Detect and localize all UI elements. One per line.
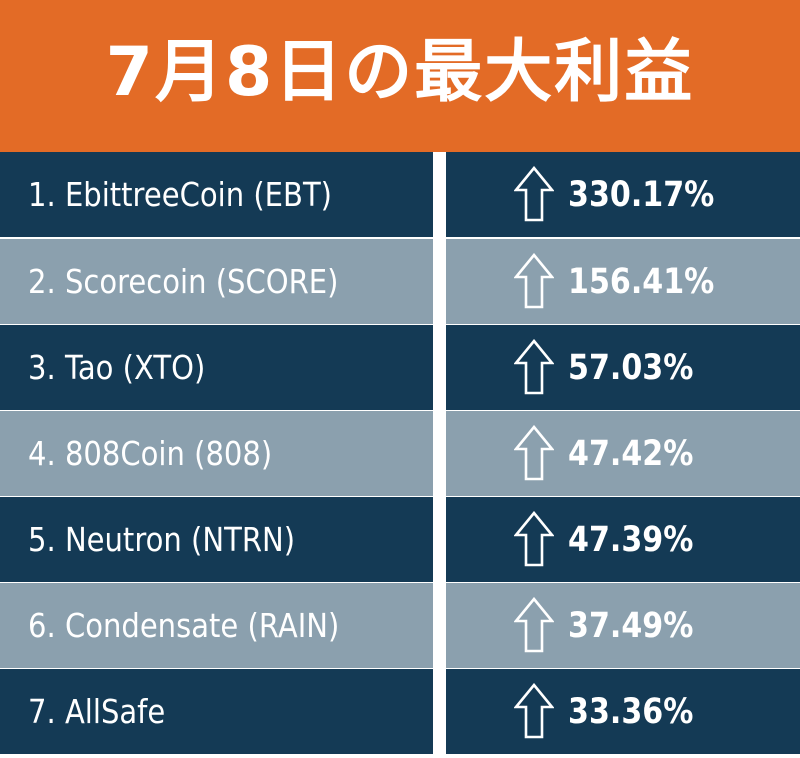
change-cell: 156.41% xyxy=(446,239,800,324)
change-percent: 47.39% xyxy=(568,519,694,560)
coin-name: 5. Neutron (NTRN) xyxy=(28,520,296,559)
coin-name: 2. Scorecoin (SCORE) xyxy=(28,262,339,301)
table-row: 1. EbittreeCoin (EBT) 330.17% xyxy=(0,152,800,237)
gainers-table: 1. EbittreeCoin (EBT) 330.17% 2. Scoreco… xyxy=(0,152,800,758)
change-cell: 47.42% xyxy=(446,411,800,496)
coin-name: 4. 808Coin (808) xyxy=(28,434,273,473)
header-banner: 7月8日の最大利益 xyxy=(0,0,800,152)
coin-name: 6. Condensate (RAIN) xyxy=(28,606,340,645)
change-cell: 33.36% xyxy=(446,669,800,754)
change-percent: 156.41% xyxy=(568,261,715,302)
coin-name-cell: 5. Neutron (NTRN) xyxy=(0,497,433,582)
coin-name-cell: 4. 808Coin (808) xyxy=(0,411,433,496)
coin-name-cell: 2. Scorecoin (SCORE) xyxy=(0,239,433,324)
table-row: 5. Neutron (NTRN) 47.39% xyxy=(0,497,800,582)
change-cell: 57.03% xyxy=(446,325,800,410)
arrow-up-icon xyxy=(514,166,554,222)
coin-name: 3. Tao (XTO) xyxy=(28,348,206,387)
table-row: 4. 808Coin (808) 47.42% xyxy=(0,411,800,496)
change-percent: 57.03% xyxy=(568,347,694,388)
arrow-up-icon xyxy=(514,253,554,309)
change-percent: 47.42% xyxy=(568,433,694,474)
coin-name-cell: 7. AllSafe xyxy=(0,669,433,754)
arrow-up-icon xyxy=(514,597,554,653)
arrow-up-icon xyxy=(514,425,554,481)
table-row: 7. AllSafe 33.36% xyxy=(0,669,800,754)
coin-name-cell: 6. Condensate (RAIN) xyxy=(0,583,433,668)
coin-name-cell: 1. EbittreeCoin (EBT) xyxy=(0,152,433,237)
coin-name: 7. AllSafe xyxy=(28,692,166,731)
change-percent: 37.49% xyxy=(568,605,694,646)
table-row: 6. Condensate (RAIN) 37.49% xyxy=(0,583,800,668)
change-percent: 33.36% xyxy=(568,691,694,732)
coin-name: 1. EbittreeCoin (EBT) xyxy=(28,175,333,214)
column-divider xyxy=(433,152,446,758)
page-title: 7月8日の最大利益 xyxy=(105,33,695,112)
change-cell: 330.17% xyxy=(446,152,800,237)
change-percent: 330.17% xyxy=(568,174,715,215)
table-row: 3. Tao (XTO) 57.03% xyxy=(0,325,800,410)
coin-name-cell: 3. Tao (XTO) xyxy=(0,325,433,410)
change-cell: 47.39% xyxy=(446,497,800,582)
arrow-up-icon xyxy=(514,683,554,739)
table-row: 2. Scorecoin (SCORE) 156.41% xyxy=(0,239,800,324)
change-cell: 37.49% xyxy=(446,583,800,668)
arrow-up-icon xyxy=(514,339,554,395)
arrow-up-icon xyxy=(514,511,554,567)
